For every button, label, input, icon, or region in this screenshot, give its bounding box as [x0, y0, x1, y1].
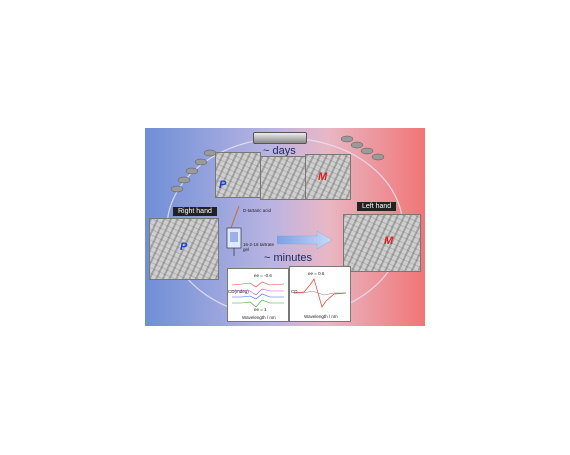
label-m: M	[318, 171, 328, 183]
right-xlabel: Wavelength / nm	[304, 314, 338, 319]
tem-top-center	[260, 156, 306, 200]
ee-label-3: ee = 1	[254, 307, 267, 312]
tem-top-right: M	[305, 154, 351, 200]
right-arrow-icon	[277, 231, 333, 249]
cd-right-curve	[293, 278, 347, 308]
cd-plot-right: ee = 0.6 CD Wavelength / nm	[289, 266, 351, 322]
days-label: ~ days	[263, 145, 296, 157]
tem-left: P	[149, 218, 219, 280]
tem-right: M	[343, 214, 421, 272]
helix-right-icon	[341, 135, 385, 161]
helix-left-icon	[170, 149, 217, 193]
left-xlabel: Wavelength / nm	[242, 315, 276, 320]
left-hand-label: Left hand	[357, 202, 397, 211]
tube-icon	[253, 132, 307, 144]
figure: ~ days P M Right hand P Left hand M D-ta…	[145, 128, 425, 326]
vial-icon	[226, 206, 242, 256]
left-ylabel: CD(mdeg)	[228, 289, 249, 294]
ee-label-2: ee = 0.6	[308, 271, 325, 276]
cd-plot-left: ee = -0.6 ee = 1 CD(mdeg) Wavelength / n…	[227, 268, 289, 322]
ee-label-1: ee = -0.6	[254, 273, 272, 278]
acid-label: D-tartaric acid	[243, 208, 272, 213]
label-m-right: M	[384, 235, 394, 247]
right-hand-label: Right hand	[173, 207, 217, 216]
gel-label: 16-2-16 tartrate gel	[243, 242, 275, 252]
cd-left-curves	[231, 281, 285, 308]
label-p-left: P	[180, 241, 188, 253]
minutes-label: ~ minutes	[264, 252, 312, 264]
tem-top-left: P	[215, 152, 261, 198]
right-ylabel: CD	[291, 289, 298, 294]
label-p: P	[219, 179, 227, 191]
